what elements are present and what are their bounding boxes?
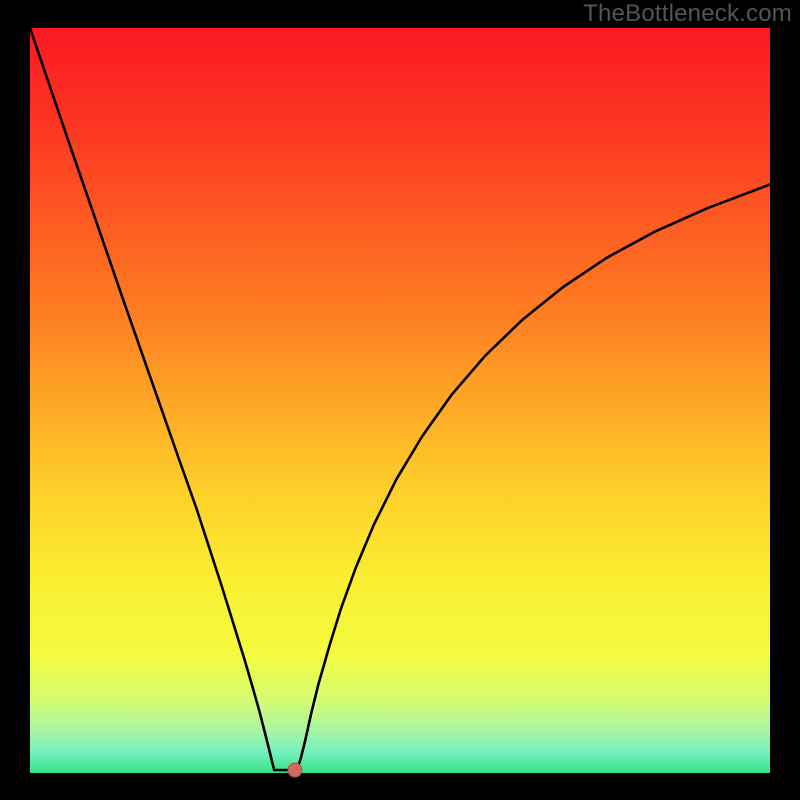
watermark-label: TheBottleneck.com: [583, 0, 792, 28]
optimal-point-marker: [288, 763, 302, 777]
bottleneck-curve-chart: [0, 0, 800, 800]
plot-background: [30, 28, 770, 773]
figure-root: TheBottleneck.com: [0, 0, 800, 800]
